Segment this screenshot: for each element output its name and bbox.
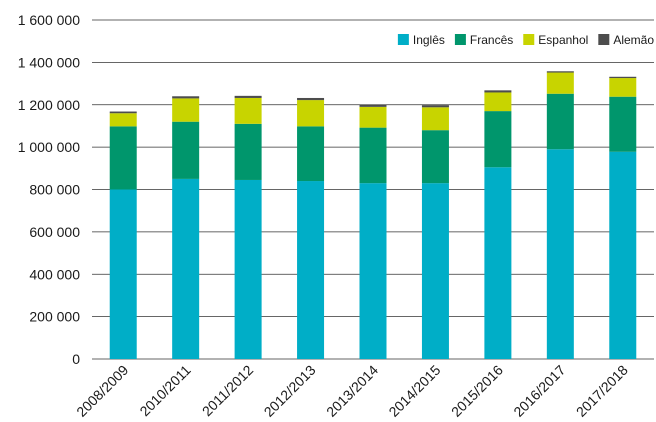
x-tick-label: 2012/2013 xyxy=(261,362,319,420)
bar-segment xyxy=(359,127,387,184)
bar-segment xyxy=(297,126,325,182)
bar-segment xyxy=(484,92,512,112)
x-tick-label: 2016/2017 xyxy=(510,362,568,420)
bar-segment xyxy=(484,111,512,168)
y-tick-label: 200 000 xyxy=(29,309,80,325)
bar-segment xyxy=(109,126,137,190)
bar-segment xyxy=(297,100,325,127)
bar-segment xyxy=(234,179,262,359)
bar-segment xyxy=(234,97,262,124)
bar-segment xyxy=(421,183,449,359)
x-tick-label: 2013/2014 xyxy=(323,362,381,420)
legend-label: Inglês xyxy=(413,33,445,47)
bar-segment xyxy=(109,189,137,359)
y-tick-label: 1 600 000 xyxy=(18,12,80,28)
y-tick-label: 0 xyxy=(72,351,80,367)
bar-segment xyxy=(546,71,574,73)
bar-segment xyxy=(484,90,512,93)
legend-swatch xyxy=(598,34,610,45)
y-tick-label: 800 000 xyxy=(29,182,80,198)
y-tick-label: 1 000 000 xyxy=(18,139,80,155)
legend-label: Alemão xyxy=(613,33,654,47)
legend-swatch xyxy=(523,34,535,45)
bar-segment xyxy=(484,167,512,359)
x-axis-tick-labels: 2008/2009 2010/2011 2011/2012 2012/2013 2013… xyxy=(73,362,631,420)
bar-segment xyxy=(609,96,637,152)
x-tick-label: 2011/2012 xyxy=(199,362,257,420)
bars xyxy=(109,71,637,359)
legend: Alemão Espanhol Francês Inglês xyxy=(397,33,654,47)
y-tick-label: 600 000 xyxy=(29,224,80,240)
legend-swatch xyxy=(454,34,466,45)
bar-segment xyxy=(297,97,325,101)
legend-swatch xyxy=(397,34,409,45)
y-axis-tick-labels: 0 200 000 400 000 600 000 800 000 1 000 000 1 … xyxy=(18,12,81,367)
bar-segment xyxy=(421,107,449,131)
bar-segment xyxy=(172,96,200,99)
legend-label: Francês xyxy=(470,33,513,47)
bar-segment xyxy=(421,105,449,108)
bar-segment xyxy=(172,121,200,179)
bar-segment xyxy=(172,178,200,359)
bar-segment xyxy=(609,78,637,97)
bar-segment xyxy=(609,76,637,79)
x-tick-label: 2008/2009 xyxy=(73,362,131,420)
y-tick-label: 400 000 xyxy=(29,266,80,282)
y-tick-label: 1 400 000 xyxy=(18,54,80,70)
bar-segment xyxy=(234,95,262,98)
bar-segment xyxy=(546,93,574,150)
x-tick-label: 2017/2018 xyxy=(573,362,631,420)
legend-label: Espanhol xyxy=(538,33,588,47)
bar-segment xyxy=(609,151,637,359)
y-tick-label: 1 200 000 xyxy=(18,97,80,113)
bar-segment xyxy=(359,104,387,107)
bar-segment xyxy=(546,149,574,359)
x-tick-label: 2014/2015 xyxy=(385,362,443,420)
bar-segment xyxy=(109,113,137,127)
bar-segment xyxy=(109,111,137,114)
bar-segment xyxy=(172,98,200,122)
x-tick-label: 2010/2011 xyxy=(136,362,194,420)
bar-segment xyxy=(297,181,325,359)
bar-segment xyxy=(359,106,387,128)
bar-segment xyxy=(359,183,387,359)
x-tick-label: 2015/2016 xyxy=(448,362,506,420)
bar-segment xyxy=(421,130,449,184)
bar-segment xyxy=(234,123,262,180)
bar-segment xyxy=(546,72,574,94)
